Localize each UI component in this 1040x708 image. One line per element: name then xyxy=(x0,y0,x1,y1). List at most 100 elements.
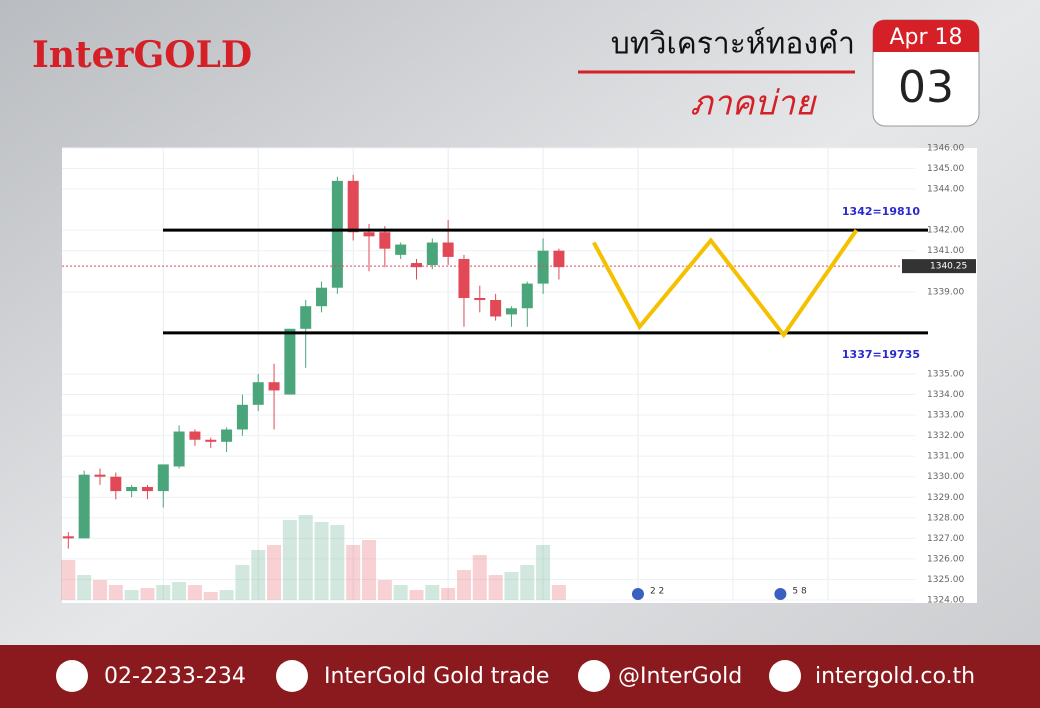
y-tick-label: 1334.00 xyxy=(927,390,964,400)
candle-body xyxy=(458,258,470,298)
y-tick-label: 1330.00 xyxy=(927,472,964,482)
candle-body xyxy=(236,404,248,430)
candle-body xyxy=(490,300,502,317)
volume-bar xyxy=(124,590,139,600)
candle-body xyxy=(537,250,549,284)
volume-bar xyxy=(172,582,187,600)
calendar-day: 03 xyxy=(898,62,954,113)
volume-bar xyxy=(520,565,535,600)
volume-bar xyxy=(472,555,487,600)
candle-body xyxy=(379,232,391,249)
plot: 1324.00 1325.00 1326.00 1327.00 1328.00 1329.… xyxy=(61,144,976,606)
volume-bar xyxy=(140,588,155,600)
facebook: InterGold Gold trade xyxy=(324,664,549,689)
calendar-top xyxy=(873,20,979,52)
volume-bar xyxy=(187,585,202,600)
y-tick-label: 1342.00 xyxy=(927,226,964,236)
volume-bar xyxy=(377,580,392,600)
y-tick-label: 1339.00 xyxy=(927,287,964,297)
volume-bar xyxy=(203,592,218,600)
y-tick-label: 1344.00 xyxy=(927,185,964,195)
calendar-month: Apr 18 xyxy=(889,25,962,50)
last-price-badge xyxy=(902,259,976,274)
candle-body xyxy=(300,306,312,329)
level-label: 1342=19810 xyxy=(842,205,920,218)
volume-bar xyxy=(156,585,171,600)
candle-body xyxy=(347,180,359,233)
y-tick-label: 1329.00 xyxy=(927,493,964,503)
event-label: 2 2 xyxy=(650,587,664,597)
candle-body xyxy=(252,382,264,405)
volume-bar xyxy=(551,585,566,600)
volume-bar xyxy=(282,520,297,600)
candle-body xyxy=(284,328,296,395)
y-tick-label: 1345.00 xyxy=(927,164,964,174)
candle-body xyxy=(363,232,375,237)
y-tick-label: 1325.00 xyxy=(927,575,964,585)
event-marker xyxy=(774,588,787,600)
volume-bar xyxy=(235,565,250,600)
line-id: @InterGold xyxy=(618,664,742,689)
line-icon xyxy=(578,660,610,692)
candle-body xyxy=(505,308,517,315)
candle-body xyxy=(331,180,343,288)
candle-body xyxy=(395,244,407,255)
phone: 02-2233-234 xyxy=(104,664,246,689)
candle-body xyxy=(316,287,328,307)
candle-body xyxy=(62,536,74,539)
y-tick-label: 1327.00 xyxy=(927,534,964,544)
y-tick-label: 1331.00 xyxy=(927,452,964,462)
last-price-label: 1340.25 xyxy=(930,262,967,272)
volume-bar xyxy=(330,525,345,600)
candle-body xyxy=(221,429,233,442)
volume-bar xyxy=(488,575,503,600)
volume-bar xyxy=(393,585,408,600)
candle-body xyxy=(553,250,565,268)
volume-bar xyxy=(409,590,424,600)
candle-body xyxy=(474,297,486,301)
title: บทวิเคราะห์ทองคำ xyxy=(611,27,855,62)
facebook-icon xyxy=(276,660,308,692)
candle-body xyxy=(442,242,454,257)
y-tick-label: 1341.00 xyxy=(927,246,964,256)
candle-body xyxy=(141,487,153,492)
y-tick-label: 1346.00 xyxy=(927,144,964,154)
candle-body xyxy=(157,464,169,492)
footer xyxy=(0,645,1040,708)
volume-bar xyxy=(77,575,92,600)
candle-body xyxy=(426,242,438,266)
candle-body xyxy=(189,431,201,440)
volume-bar xyxy=(504,572,519,600)
level-label: 1337=19735 xyxy=(842,348,920,361)
y-tick-label: 1335.00 xyxy=(927,370,964,380)
subtitle: ภาคบ่าย xyxy=(690,84,817,124)
y-tick-label: 1332.00 xyxy=(927,431,964,441)
y-tick-label: 1326.00 xyxy=(927,554,964,564)
candle-body xyxy=(94,474,106,477)
event-label: 5 8 xyxy=(792,587,807,597)
volume-bar xyxy=(346,545,361,600)
brand: InterGOLD xyxy=(32,34,252,76)
volume-bar xyxy=(425,585,440,600)
candle-body xyxy=(410,263,422,268)
volume-bar xyxy=(61,560,76,600)
phone-icon xyxy=(56,660,88,692)
y-tick-label: 1333.00 xyxy=(927,411,964,421)
web-icon xyxy=(769,660,801,692)
y-tick-label: 1328.00 xyxy=(927,513,964,523)
projection-line xyxy=(591,229,859,339)
y-tick-label: 1324.00 xyxy=(927,596,964,606)
candle-body xyxy=(126,487,138,492)
event-marker xyxy=(631,588,644,600)
volume-bar xyxy=(267,545,282,600)
volume-bar xyxy=(108,585,123,600)
volume-bar xyxy=(362,540,377,600)
candle-body xyxy=(78,474,90,539)
volume-bar xyxy=(536,545,551,600)
volume-bar xyxy=(298,515,313,600)
candle-body xyxy=(110,476,122,492)
volume-bar xyxy=(314,522,329,600)
volume-bar xyxy=(251,550,266,600)
